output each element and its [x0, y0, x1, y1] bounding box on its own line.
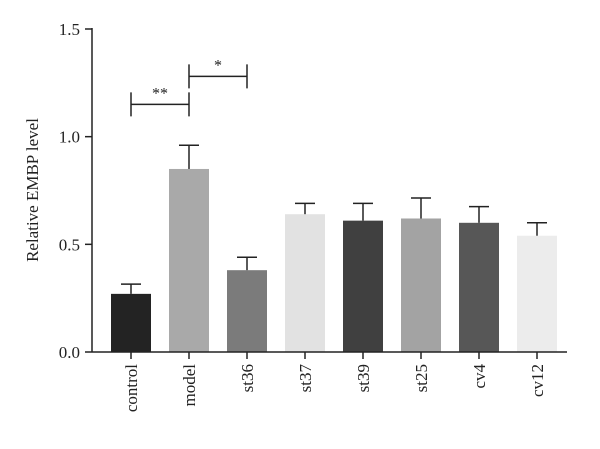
x-tick-label-cv12: cv12	[528, 364, 547, 397]
bar-model	[169, 168, 209, 352]
x-tick-label-cv4: cv4	[470, 364, 489, 389]
y-tick-label: 0.0	[59, 343, 80, 362]
significance-layer: ***	[130, 57, 248, 117]
y-tick-label: 1.0	[59, 128, 80, 147]
y-axis-title: Relative EMBP level	[23, 118, 42, 262]
bar-control	[111, 293, 151, 352]
bar-cv4	[459, 222, 499, 352]
bars-layer	[111, 168, 557, 352]
bar-cv12	[517, 235, 557, 352]
x-tick-label-st36: st36	[238, 364, 257, 392]
y-tick-label: 0.5	[59, 235, 80, 254]
significance-label: **	[152, 85, 168, 102]
y-tick-label: 1.5	[59, 20, 80, 39]
bar-st39	[343, 220, 383, 352]
x-tick-label-model: model	[180, 364, 199, 407]
x-tick-label-st25: st25	[412, 364, 431, 392]
bar-st36	[227, 270, 267, 352]
x-tick-label-control: control	[122, 364, 141, 412]
axes-layer: 0.0 0.5 1.0 1.5 control model st36 st37 st39 st25…	[59, 20, 567, 412]
error-bars-layer	[121, 144, 547, 294]
x-tick-label-st39: st39	[354, 364, 373, 392]
bar-st25	[401, 218, 441, 352]
x-tick-label-st37: st37	[296, 364, 315, 393]
significance-label: *	[214, 57, 222, 74]
bar-st37	[285, 214, 325, 352]
